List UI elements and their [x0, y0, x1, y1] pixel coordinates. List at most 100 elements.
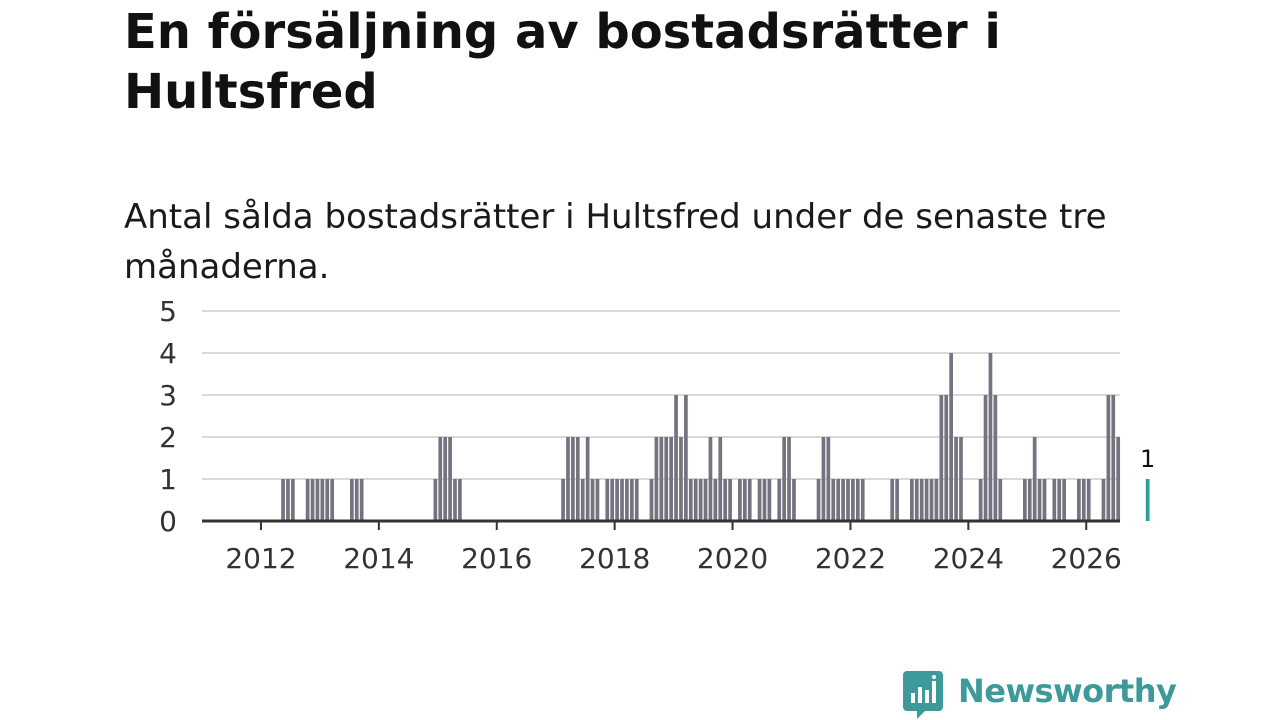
- bar: [654, 437, 659, 521]
- bar: [1022, 479, 1027, 521]
- bar: [919, 479, 924, 521]
- bar: [993, 395, 998, 521]
- y-axis-ticks: 0 1 2 3 4 5: [159, 295, 177, 538]
- bar: [816, 479, 821, 521]
- bar: [1062, 479, 1066, 521]
- bar-highlight: [1145, 479, 1150, 521]
- newsworthy-logo: Newsworthy: [900, 668, 1177, 720]
- bar: [688, 479, 693, 521]
- chart-title: En försäljning av bostadsrätter i Hultsf…: [124, 4, 1001, 120]
- bar: [782, 437, 786, 521]
- bar: [895, 479, 899, 521]
- bar-value-label: 1: [1140, 445, 1155, 473]
- bar: [738, 479, 742, 521]
- x-tick-label: 2012: [225, 542, 296, 575]
- bar: [310, 479, 315, 521]
- bar: [860, 479, 865, 521]
- bar: [777, 479, 782, 521]
- bar: [762, 479, 767, 521]
- bar: [330, 479, 335, 521]
- bar: [1052, 479, 1057, 521]
- bar: [1032, 437, 1037, 521]
- bar: [561, 479, 565, 521]
- bar: [1027, 479, 1032, 521]
- bar: [580, 479, 585, 521]
- bar: [988, 353, 993, 521]
- bar: [625, 479, 629, 521]
- y-tick-label: 0: [159, 505, 177, 538]
- y-tick-label: 5: [159, 295, 177, 328]
- bar: [728, 479, 732, 521]
- chart-subtitle: Antal sålda bostadsrätter i Hultsfred un…: [124, 197, 1107, 287]
- bar: [649, 479, 654, 521]
- bar: [610, 479, 615, 521]
- bar: [978, 479, 983, 521]
- bar: [934, 479, 939, 521]
- x-tick-label: 2026: [1051, 542, 1122, 575]
- y-tick-label: 3: [159, 379, 177, 412]
- bar: [590, 479, 595, 521]
- x-tick-label: 2016: [461, 542, 532, 575]
- bar: [575, 437, 580, 521]
- bar: [595, 479, 600, 521]
- bar: [792, 479, 796, 521]
- bar: [959, 437, 963, 521]
- bar: [669, 437, 673, 521]
- bar: [286, 479, 290, 521]
- bar: [929, 479, 934, 521]
- bar: [684, 395, 688, 521]
- bar: [1111, 395, 1116, 521]
- bar: [315, 479, 320, 521]
- bar: [1081, 479, 1086, 521]
- bar: [305, 479, 310, 521]
- x-tick-label: 2024: [933, 542, 1004, 575]
- bar: [703, 479, 708, 521]
- bar: [634, 479, 639, 521]
- gridlines: [202, 310, 1120, 480]
- bar: [325, 479, 330, 521]
- bar: [718, 437, 723, 521]
- bar: [924, 479, 929, 521]
- bar: [708, 437, 713, 521]
- bar: [1037, 479, 1042, 521]
- x-tick-label: 2020: [697, 542, 768, 575]
- bar: [1077, 479, 1081, 521]
- bar: [659, 437, 664, 521]
- bar: [831, 479, 836, 521]
- bar: [826, 437, 831, 521]
- bar: [846, 479, 850, 521]
- bar: [354, 479, 359, 521]
- bars: [281, 353, 1150, 521]
- x-axis: 2012 2014 2016 2018 2020 2022 2024 2026: [202, 519, 1122, 575]
- y-tick-label: 4: [159, 337, 177, 370]
- bar: [841, 479, 845, 521]
- bar: [757, 479, 762, 521]
- bar: [693, 479, 698, 521]
- y-tick-label: 1: [159, 463, 177, 496]
- bar: [742, 479, 747, 521]
- x-tick-label: 2014: [343, 542, 414, 575]
- x-tick-label: 2018: [579, 542, 650, 575]
- bar: [914, 479, 919, 521]
- newsworthy-logo-icon: [903, 671, 943, 719]
- bar: [890, 479, 895, 521]
- bar: [713, 479, 718, 521]
- bar: [448, 437, 452, 521]
- bar: [679, 437, 683, 521]
- bar: [787, 437, 791, 521]
- bar: [1101, 479, 1106, 521]
- bar: [443, 437, 448, 521]
- bar: [1116, 437, 1121, 521]
- newsworthy-logo-text: Newsworthy: [958, 672, 1177, 710]
- bar: [949, 353, 954, 521]
- data-labels: 1: [1140, 445, 1155, 473]
- bar: [998, 479, 1003, 521]
- bar: [939, 395, 944, 521]
- bar: [458, 479, 462, 521]
- bar: [349, 479, 354, 521]
- bar: [320, 479, 325, 521]
- bar: [723, 479, 728, 521]
- bar: [821, 437, 826, 521]
- bar: [1086, 479, 1091, 521]
